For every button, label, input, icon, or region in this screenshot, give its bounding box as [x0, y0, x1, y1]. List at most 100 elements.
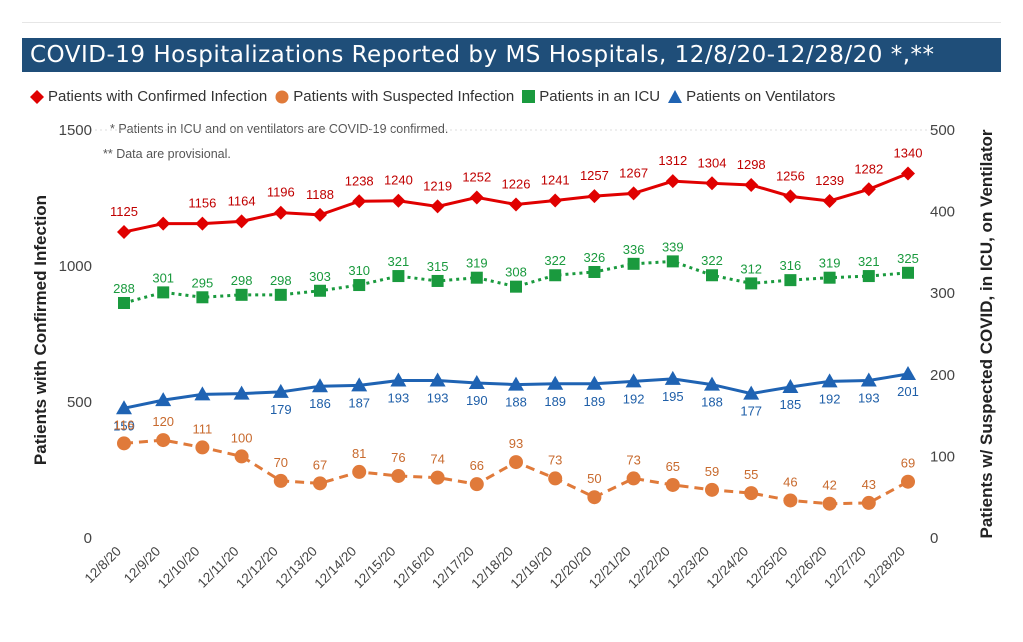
note-2: ** Data are provisional. — [103, 147, 231, 161]
x-tick-label: 12/27/20 — [821, 544, 869, 592]
data-label: 319 — [819, 256, 841, 271]
data-label: 73 — [548, 452, 562, 467]
data-label: 295 — [192, 275, 214, 290]
data-point-diamond — [273, 205, 288, 220]
data-point-square — [157, 286, 170, 299]
data-point-diamond — [469, 190, 484, 205]
data-label: 100 — [231, 430, 253, 445]
data-point-square — [314, 284, 326, 297]
data-point-square — [862, 270, 875, 283]
chart-title: COVID-19 Hospitalizations Reported by MS… — [30, 42, 935, 68]
data-label: 189 — [544, 394, 566, 409]
square-icon — [522, 90, 536, 103]
data-point-square — [627, 257, 640, 270]
legend-label-icu: Patients in an ICU — [539, 88, 661, 105]
data-point-diamond — [665, 174, 680, 189]
legend-label-suspected: Patients with Suspected Infection — [293, 88, 515, 105]
data-point-diamond — [156, 216, 171, 231]
data-label: 55 — [744, 467, 758, 482]
data-label: 315 — [427, 259, 449, 274]
data-point-circle — [665, 477, 680, 492]
data-label: 177 — [740, 404, 762, 419]
data-label: 81 — [352, 446, 366, 461]
data-label: 186 — [309, 396, 331, 411]
data-point-triangle — [468, 374, 485, 389]
data-label: 111 — [193, 421, 213, 436]
data-point-triangle — [625, 373, 642, 388]
data-point-triangle — [194, 386, 211, 401]
data-label: 312 — [740, 261, 762, 276]
x-tick-label: 12/28/20 — [860, 544, 908, 592]
data-label: 120 — [152, 414, 174, 429]
data-point-square — [196, 291, 209, 304]
data-label: 188 — [505, 395, 527, 410]
data-point-diamond — [509, 197, 523, 212]
data-point-circle — [705, 482, 719, 497]
data-label: 76 — [391, 450, 405, 465]
x-tick-label: 12/21/20 — [586, 544, 634, 592]
data-label: 201 — [897, 384, 919, 399]
data-label: 93 — [509, 436, 523, 451]
x-tick-label: 12/13/20 — [272, 544, 320, 592]
x-tick-label: 12/15/20 — [351, 544, 399, 592]
data-point-diamond — [783, 189, 798, 204]
data-label: 322 — [701, 253, 723, 268]
y-tick-label-right: 400 — [930, 204, 955, 221]
data-point-square — [666, 255, 679, 268]
x-tick-label: 12/20/20 — [547, 544, 595, 592]
data-point-diamond — [705, 176, 719, 191]
data-point-circle — [587, 490, 602, 505]
data-point-square — [470, 271, 483, 284]
data-label: 189 — [584, 394, 606, 409]
data-label: 195 — [662, 389, 684, 404]
data-point-diamond — [117, 225, 131, 239]
data-label: 1256 — [776, 168, 805, 183]
data-point-triangle — [860, 372, 877, 387]
legend-label-confirmed: Patients with Confirmed Infection — [48, 88, 268, 105]
data-label: 1188 — [306, 187, 334, 202]
data-point-triangle — [508, 376, 524, 391]
data-point-circle — [117, 436, 131, 451]
data-point-diamond — [391, 193, 406, 208]
data-label: 46 — [783, 474, 797, 489]
data-point-square — [392, 270, 405, 283]
data-label: 190 — [466, 393, 488, 408]
data-point-triangle — [586, 375, 603, 390]
y-tick-label-right: 100 — [930, 448, 955, 465]
data-label: 1267 — [619, 165, 648, 180]
legend-label-vent: Patients on Ventilators — [686, 88, 836, 105]
data-label: 66 — [470, 458, 484, 473]
data-point-square — [706, 269, 718, 282]
data-label: 1240 — [384, 173, 413, 188]
data-point-circle — [469, 477, 484, 492]
legend-item-suspected: Patients with Suspected Infection — [275, 88, 514, 105]
data-label: 1239 — [815, 173, 844, 188]
data-label: 321 — [388, 254, 410, 269]
data-point-diamond — [861, 182, 876, 197]
data-label: 316 — [780, 258, 802, 273]
x-tick-label: 12/24/20 — [704, 544, 752, 592]
data-label: 1226 — [502, 177, 531, 192]
data-point-diamond — [352, 194, 367, 209]
data-label: 298 — [231, 273, 253, 288]
data-label: 1238 — [345, 173, 374, 188]
data-point-square — [274, 288, 287, 301]
data-label: 188 — [701, 395, 723, 410]
data-label: 43 — [862, 477, 876, 492]
data-label: 69 — [901, 456, 915, 471]
legend: Patients with Confirmed Infection Patien… — [30, 88, 843, 105]
legend-item-confirmed: Patients with Confirmed Infection — [30, 88, 267, 105]
data-point-square — [118, 296, 130, 309]
data-point-triangle — [116, 400, 132, 415]
data-label: 192 — [819, 391, 841, 406]
data-point-circle — [195, 440, 210, 455]
data-point-square — [588, 265, 601, 278]
data-point-circle — [901, 474, 915, 489]
data-point-triangle — [429, 372, 446, 387]
data-point-triangle — [782, 379, 799, 394]
y-tick-label-right: 0 — [930, 530, 938, 547]
data-point-circle — [352, 464, 367, 479]
data-label: 159 — [113, 418, 135, 433]
data-point-circle — [548, 471, 563, 486]
data-label: 67 — [313, 457, 327, 472]
